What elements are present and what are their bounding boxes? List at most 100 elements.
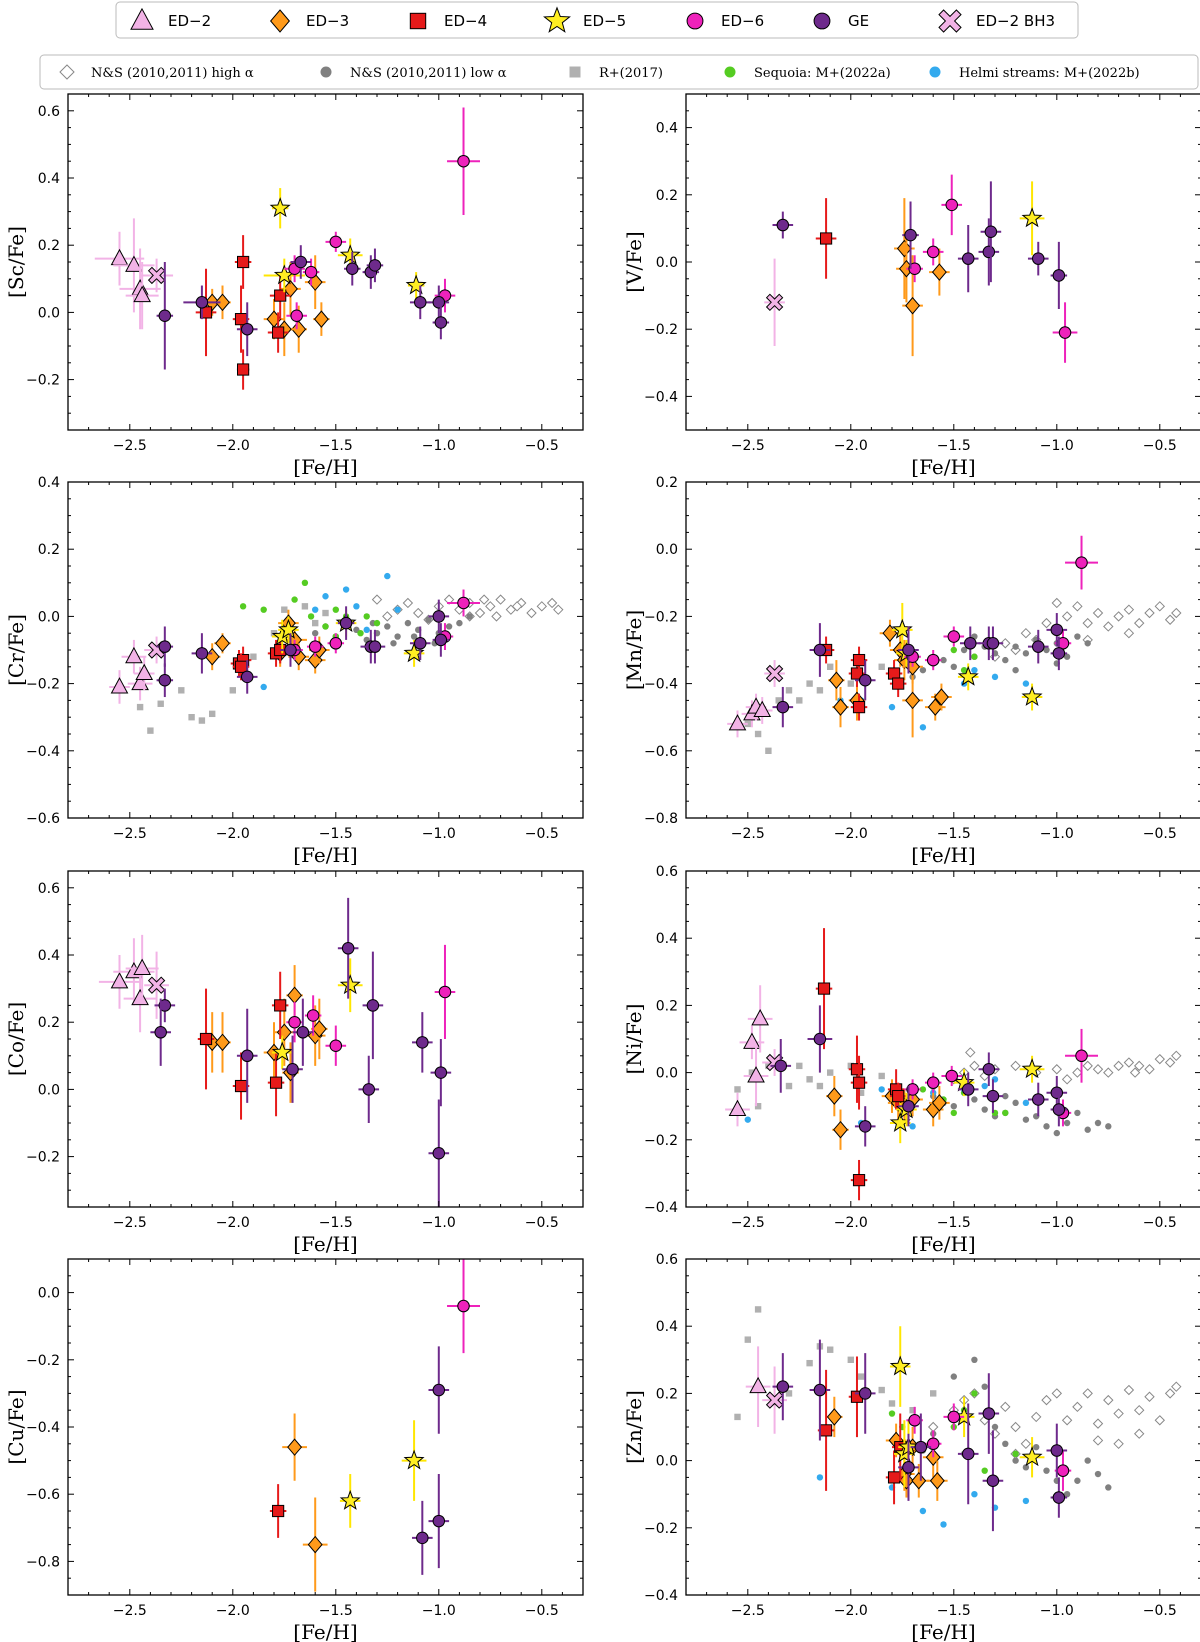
x-tick-label: −2.5 [113, 826, 147, 842]
point-nsh [1113, 1408, 1124, 1419]
point-r17 [847, 680, 854, 687]
marker-ge [776, 218, 790, 232]
point-ed6 [447, 1259, 480, 1354]
x-tick-label: −2.0 [834, 1603, 868, 1619]
point-hel [991, 673, 999, 681]
marker-ge [339, 616, 353, 630]
marker-ed3 [283, 280, 298, 298]
marker-ed3 [828, 671, 844, 690]
marker-ed3 [287, 986, 303, 1005]
point-ge [772, 211, 794, 239]
marker-ed4 [272, 326, 285, 339]
marker-ge [914, 1440, 928, 1454]
marker-ed4 [887, 1471, 901, 1484]
point-ed2 [751, 697, 773, 724]
x-tick-label: −1.0 [1040, 826, 1074, 842]
plot-frame [67, 870, 584, 1208]
marker-ge [154, 1026, 167, 1039]
marker-ge [1050, 1086, 1064, 1100]
y-tick-label: 0.0 [656, 542, 678, 558]
point-nsl [919, 666, 927, 674]
point-ge [980, 181, 1002, 283]
y-tick-label: 0.2 [38, 238, 60, 254]
marker-ed4 [272, 1504, 285, 1518]
marker-ed5 [277, 618, 299, 639]
point-nsl [971, 1356, 978, 1364]
point-ge [409, 285, 431, 320]
point-nsl [1063, 1491, 1071, 1498]
legend-label: ED−5 [583, 12, 626, 30]
marker-ge [158, 309, 172, 323]
point-ge [1050, 1477, 1068, 1518]
marker-ge [813, 643, 827, 657]
marker-ed5 [271, 1041, 293, 1062]
plot-area [725, 928, 1182, 1201]
marker-ge [341, 942, 355, 955]
point-ed2 [109, 670, 130, 704]
plot-area [269, 1259, 480, 1592]
point-nsl [1043, 1123, 1050, 1130]
marker-ed6 [457, 154, 470, 168]
point-r17 [250, 653, 257, 660]
legend-marker-ed5 [543, 6, 571, 33]
point-ed6 [1065, 535, 1098, 590]
marker-ge [434, 633, 448, 647]
point-seq [322, 623, 329, 630]
marker-ge [984, 225, 998, 239]
x-tick-label: −2.5 [731, 1215, 765, 1231]
y-tick-label: 0.6 [656, 864, 678, 880]
legend-item-nsl: N&S (2010,2011) low α [320, 66, 507, 81]
x-tick-label: −0.5 [525, 438, 559, 454]
x-tick-label: −1.5 [319, 1603, 353, 1619]
point-ge [807, 1005, 833, 1073]
point-seq [971, 1390, 978, 1397]
point-seq [919, 1086, 927, 1093]
marker-ed3 [833, 1120, 848, 1139]
point-r17 [765, 747, 772, 754]
y-tick-label: 0.4 [38, 171, 60, 187]
point-nsl [950, 1103, 957, 1110]
y-tick-label: 0.6 [656, 1252, 678, 1268]
x-tick-label: −1.5 [937, 826, 971, 842]
point-ge [150, 998, 171, 1066]
point-hel [971, 1491, 978, 1498]
marker-ed4 [817, 982, 831, 995]
marker-ed3 [911, 1471, 927, 1490]
marker-ge [1052, 269, 1066, 282]
plot-frame [67, 93, 584, 431]
marker-ed6 [329, 1039, 343, 1052]
point-ed6 [325, 1025, 347, 1066]
point-r17 [157, 700, 164, 707]
point-nsl [960, 646, 968, 654]
point-r17 [734, 1413, 741, 1421]
y-tick-label: −0.2 [644, 1521, 678, 1537]
marker-ed5 [339, 974, 361, 995]
point-ed6 [325, 231, 347, 252]
point-ge [978, 1052, 1000, 1087]
x-tick-label: −2.5 [731, 1603, 765, 1619]
legend-label: Helmi streams: M+(2022b) [959, 66, 1140, 81]
point-ge [1050, 1092, 1068, 1127]
point-ed3 [929, 248, 950, 296]
marker-ge [961, 1447, 975, 1461]
point-ge [770, 1039, 792, 1093]
point-r17 [229, 687, 236, 694]
x-tick-label: −1.5 [937, 438, 971, 454]
marker-ge [1050, 1444, 1064, 1457]
marker-ed4 [237, 255, 250, 269]
point-hel [260, 683, 267, 691]
point-ed5 [1021, 683, 1043, 711]
panel-crfe: −2.5 −2.0 −1.5 −1.0 −0.5 −0.6 −0.4 −0.2 0.0 0.2 0.… [4, 475, 584, 867]
y-axis-label: [Mn/Fe] [622, 610, 646, 690]
marker-ge [986, 1474, 1000, 1488]
point-seq [363, 613, 370, 620]
legend-samples: ED−2 ED−3 ED−4 ED−5 ED−6 GE ED−2 BH3 [115, 1, 1079, 39]
point-ed6 [286, 1002, 303, 1043]
legend-item-ed6: ED−6 [686, 12, 764, 30]
marker-ed5 [889, 1355, 911, 1376]
point-ed2 [121, 639, 147, 674]
point-ed4 [267, 312, 289, 353]
marker-ed2 [133, 958, 151, 975]
point-nsl [1012, 1099, 1019, 1107]
